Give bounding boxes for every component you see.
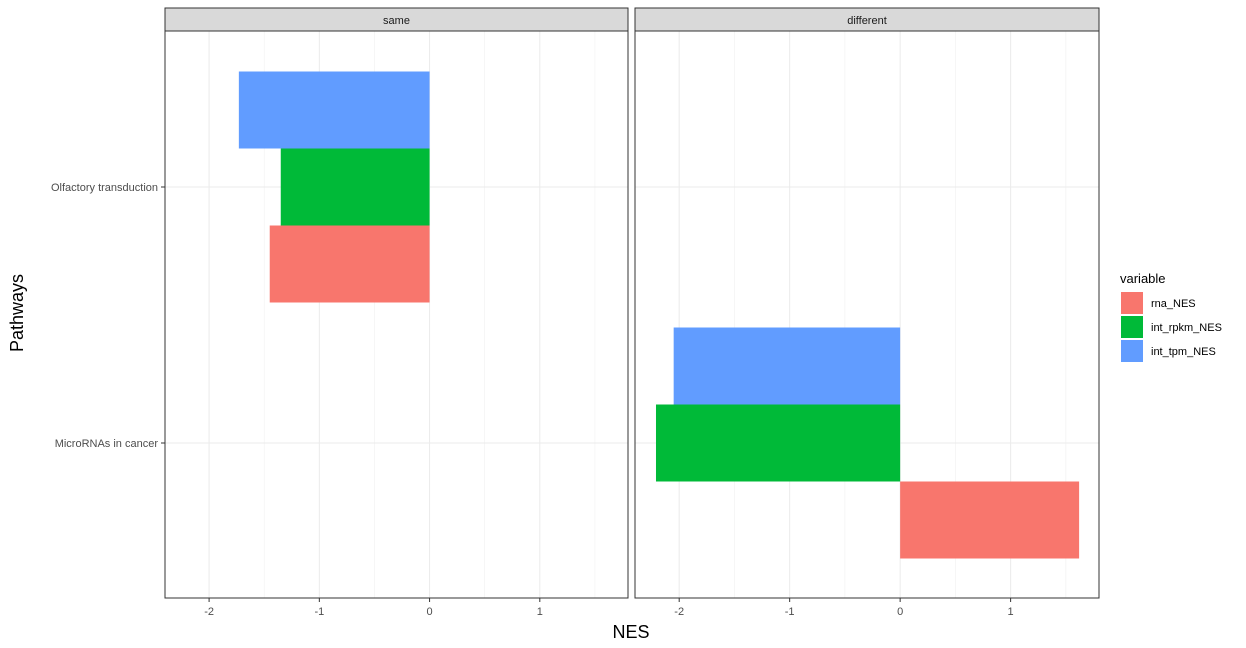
x-tick-label: 0 <box>427 606 433 618</box>
facet-panel-same: same -2 -1 0 1 <box>164 7 629 618</box>
legend-key-rna_NES <box>1121 292 1143 314</box>
facet-panel-different: different -2 -1 0 1 <box>634 7 1100 618</box>
x-tick-label: 1 <box>537 606 543 618</box>
panel-border <box>634 30 1100 599</box>
x-tick-label: -1 <box>785 606 795 618</box>
bar-int_rpkm_NES <box>655 404 901 482</box>
facet-strip-label: different <box>847 15 887 27</box>
x-tick-label: -2 <box>674 606 684 618</box>
panel-border <box>164 30 629 599</box>
bar-rna_NES <box>269 225 430 303</box>
bar-int_tpm_NES <box>238 71 430 149</box>
legend: variable rna_NES int_rpkm_NES int_tpm_NES <box>1120 271 1222 362</box>
y-tick-label: MicroRNAs in cancer <box>55 438 159 450</box>
x-tick-label: 1 <box>1008 606 1014 618</box>
legend-key-int_rpkm_NES <box>1121 316 1143 338</box>
x-tick-label: -2 <box>204 606 214 618</box>
legend-label-int_tpm_NES: int_tpm_NES <box>1151 346 1216 358</box>
legend-key-int_tpm_NES <box>1121 340 1143 362</box>
facet-strip-label: same <box>383 15 410 27</box>
x-tick-label: 0 <box>897 606 903 618</box>
bar-int_tpm_NES <box>673 327 901 405</box>
x-axis-title: NES <box>612 622 649 642</box>
x-tick-label: -1 <box>314 606 324 618</box>
y-tick-label: Olfactory transduction <box>51 182 158 194</box>
legend-label-int_rpkm_NES: int_rpkm_NES <box>1151 322 1222 334</box>
legend-label-rna_NES: rna_NES <box>1151 298 1196 310</box>
bar-rna_NES <box>900 481 1080 559</box>
legend-title: variable <box>1120 271 1166 286</box>
y-axis-title: Pathways <box>7 274 27 352</box>
bar-int_rpkm_NES <box>280 148 430 226</box>
